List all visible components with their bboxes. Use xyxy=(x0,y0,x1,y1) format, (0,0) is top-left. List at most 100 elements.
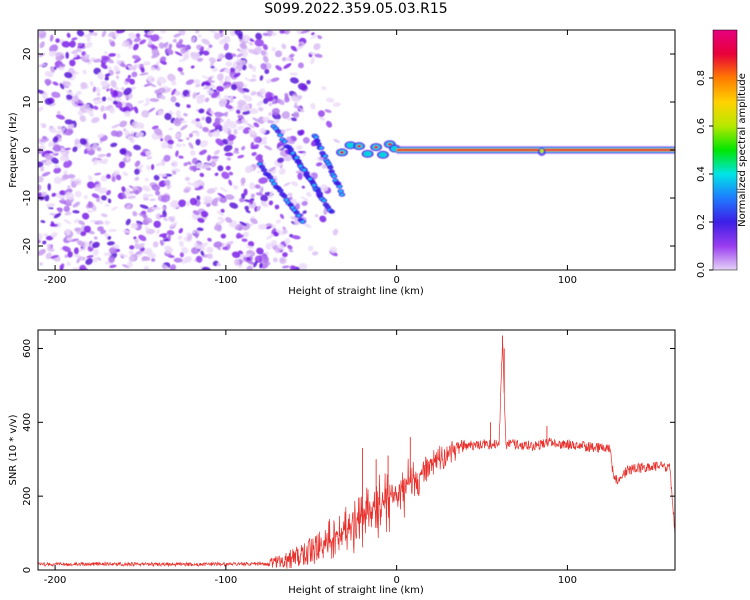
noise-blob xyxy=(238,250,244,255)
noise-blob xyxy=(49,34,54,42)
noise-blob xyxy=(74,227,81,232)
colorbar-frame xyxy=(712,29,738,271)
noise-blob xyxy=(75,90,82,96)
noise-blob xyxy=(219,187,228,193)
noise-blob xyxy=(159,214,167,218)
noise-blob xyxy=(108,39,113,43)
noise-blob xyxy=(209,129,217,133)
streak-blob xyxy=(281,193,288,199)
noise-blob xyxy=(175,102,181,107)
noise-blob xyxy=(106,96,113,102)
noise-blob xyxy=(154,128,163,136)
noise-blob xyxy=(72,201,81,208)
noise-blob xyxy=(91,241,100,249)
noise-blob xyxy=(97,72,104,80)
noise-blob xyxy=(167,234,171,240)
noise-blob xyxy=(147,252,157,258)
noise-blob xyxy=(179,58,187,62)
noise-blob xyxy=(203,195,213,203)
streak-core xyxy=(278,133,283,137)
streak-blob xyxy=(309,179,316,184)
noise-blob xyxy=(259,262,263,269)
spectrogram-x-tick-label: 0 xyxy=(393,275,399,286)
noise-blob xyxy=(226,157,232,161)
noise-blob xyxy=(194,121,202,128)
noise-blob xyxy=(79,138,88,145)
noise-blob xyxy=(73,253,80,258)
noise-blob xyxy=(213,32,221,40)
snr-panel: -200 -100 0 100 0 200 400 600 Height of straigh… xyxy=(8,329,676,596)
noise-blob xyxy=(303,223,312,228)
noise-blob xyxy=(125,66,129,70)
noise-blob xyxy=(219,32,224,38)
noise-blob xyxy=(47,183,51,191)
snr-y-tick-label: 200 xyxy=(22,487,33,506)
noise-blob xyxy=(283,182,291,187)
noise-blob xyxy=(225,165,231,171)
streak-blob xyxy=(266,175,274,180)
noise-blob xyxy=(85,258,94,265)
noise-blob xyxy=(250,217,258,225)
noise-blob xyxy=(205,97,210,103)
colorbar-tick-label: 0.6 xyxy=(696,118,707,134)
noise-blob xyxy=(168,43,173,50)
noise-blob xyxy=(164,112,172,121)
noise-blob xyxy=(165,47,174,55)
noise-blob xyxy=(46,160,51,167)
noise-blob xyxy=(206,246,214,253)
noise-blob xyxy=(83,54,90,60)
noise-blob xyxy=(164,245,172,251)
noise-blob xyxy=(180,124,188,131)
noise-blob xyxy=(138,234,147,242)
noise-blob xyxy=(177,235,183,240)
noise-blob xyxy=(333,138,340,143)
noise-blob xyxy=(86,255,94,259)
noise-blob xyxy=(242,94,248,99)
noise-blob xyxy=(273,231,279,237)
noise-blob xyxy=(171,80,177,86)
streak-blob xyxy=(287,147,294,152)
noise-blob xyxy=(53,176,62,185)
onset-blob-core xyxy=(374,145,379,149)
noise-blob xyxy=(270,32,277,36)
noise-blob xyxy=(301,185,306,189)
noise-blob xyxy=(317,110,325,117)
noise-blob xyxy=(63,219,72,225)
noise-blob xyxy=(71,37,78,41)
noise-blob xyxy=(65,192,75,200)
noise-blob xyxy=(125,218,131,226)
noise-blob xyxy=(85,107,94,115)
noise-blob xyxy=(246,265,253,270)
noise-blob xyxy=(73,180,80,185)
noise-blob xyxy=(214,172,219,177)
colorbar-gradient xyxy=(713,30,737,270)
noise-blob xyxy=(118,253,129,258)
noise-blob xyxy=(221,171,230,179)
noise-blob xyxy=(150,66,156,71)
noise-blob xyxy=(239,47,246,55)
noise-blob xyxy=(78,248,87,252)
noise-blob xyxy=(243,37,250,43)
noise-blob xyxy=(128,32,137,39)
noise-blob xyxy=(80,82,88,89)
noise-blob xyxy=(189,197,198,206)
noise-blob xyxy=(178,38,184,44)
noise-blob xyxy=(323,208,328,216)
noise-blob xyxy=(325,120,333,128)
noise-blob xyxy=(241,104,250,112)
spectrogram-x-tick-label: 100 xyxy=(558,275,577,286)
noise-blob xyxy=(43,233,49,237)
noise-blob xyxy=(56,110,61,115)
noise-blob xyxy=(108,255,115,263)
noise-blob xyxy=(91,193,99,199)
colorbar-tick-label: 0.2 xyxy=(696,214,707,230)
noise-blob xyxy=(244,205,250,211)
noise-blob xyxy=(127,136,132,140)
noise-blob xyxy=(284,237,291,245)
noise-blob xyxy=(225,61,233,67)
noise-blob xyxy=(51,140,60,146)
noise-blob xyxy=(181,247,189,254)
noise-blob xyxy=(157,173,167,177)
noise-blob xyxy=(299,129,304,135)
noise-blob xyxy=(103,113,107,120)
